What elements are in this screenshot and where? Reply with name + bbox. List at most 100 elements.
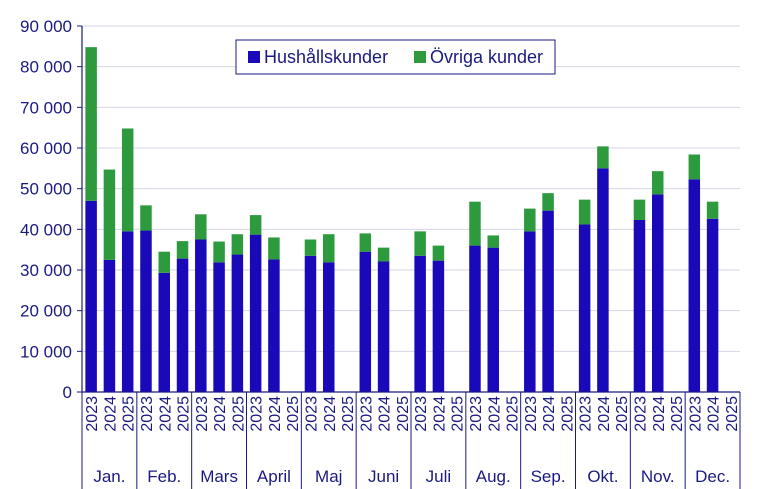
bar-hushallskunder-dec-2023 [688,179,701,392]
x-month-label: Okt. [587,467,618,486]
bar-ovriga-kunder-jan-2024 [103,169,116,260]
bar-hushallskunder-sep-2024 [542,210,554,392]
x-year-label: 2024 [102,396,119,432]
bar-ovriga-kunder-maj-2023 [304,239,317,256]
bar-hushallskunder-okt-2024 [597,168,609,392]
bar-ovriga-kunder-jan-2025 [121,128,134,232]
axes [77,25,741,489]
x-year-label: 2023 [468,396,485,432]
bar-hushallskunder-maj-2024 [323,262,335,392]
bar-ovriga-kunder-april-2024 [268,237,280,260]
x-month-label: Nov. [641,467,675,486]
y-tick-label: 0 [63,383,72,402]
bar-hushallskunder-aug-2023 [469,245,481,392]
x-year-label: 2025 [340,396,357,432]
legend-label-ovriga-kunder: Övriga kunder [430,47,543,67]
x-year-label: 2023 [303,396,320,432]
x-year-label: 2023 [249,396,266,432]
x-month-label: April [257,467,291,486]
x-year-label: 2023 [194,396,211,432]
x-year-label: 2023 [358,396,375,432]
x-month-label: Juni [368,467,399,486]
bar-ovriga-kunder-okt-2023 [578,199,591,225]
x-month-label: Sep. [531,467,566,486]
x-year-label: 2024 [212,396,229,432]
bar-ovriga-kunder-juni-2024 [377,247,390,262]
bar-ovriga-kunder-mars-2024 [213,241,225,263]
bar-ovriga-kunder-dec-2024 [706,201,719,219]
x-month-label: Maj [315,467,342,486]
bar-ovriga-kunder-juli-2024 [432,245,445,261]
y-tick-label: 50 000 [20,180,72,199]
x-year-label: 2025 [176,396,193,432]
x-year-label: 2023 [84,396,101,432]
x-year-label: 2024 [541,396,558,432]
x-month-label: Feb. [147,467,181,486]
bar-ovriga-kunder-feb-2023 [140,205,152,231]
y-tick-label: 40 000 [20,220,72,239]
x-year-label: 2025 [285,396,302,432]
x-year-label: 2025 [395,396,412,432]
x-year-label: 2025 [450,396,467,432]
x-year-label: 2024 [377,396,394,432]
bar-ovriga-kunder-mars-2025 [231,234,244,255]
x-year-label: 2024 [486,396,503,432]
bar-ovriga-kunder-dec-2023 [688,154,701,180]
bar-ovriga-kunder-juni-2023 [359,233,372,252]
bar-ovriga-kunder-nov-2023 [633,199,646,220]
bar-hushallskunder-aug-2024 [487,247,499,392]
bar-ovriga-kunder-juli-2023 [414,231,426,256]
x-month-label: Aug. [476,467,511,486]
x-year-label: 2025 [724,396,741,432]
x-month-label: Dec. [695,467,730,486]
x-year-label: 2023 [632,396,649,432]
bar-hushallskunder-nov-2024 [652,194,664,392]
bar-ovriga-kunder-jan-2023 [85,47,97,201]
x-year-label: 2023 [687,396,704,432]
x-year-label: 2024 [322,396,339,432]
bar-ovriga-kunder-feb-2024 [158,251,170,273]
bar-ovriga-kunder-aug-2024 [487,235,499,248]
y-tick-label: 70 000 [20,98,72,117]
bar-hushallskunder-okt-2023 [578,224,591,392]
y-tick-label: 10 000 [20,342,72,361]
x-year-label: 2023 [413,396,430,432]
bar-ovriga-kunder-april-2023 [249,215,262,235]
x-year-label: 2025 [559,396,576,432]
bar-hushallskunder-juni-2024 [377,261,390,392]
y-tick-label: 30 000 [20,261,72,280]
bars [85,47,719,392]
bar-ovriga-kunder-maj-2024 [323,234,335,263]
x-month-label: Mars [200,467,238,486]
bar-ovriga-kunder-feb-2025 [176,241,189,259]
x-year-label: 2025 [614,396,631,432]
bar-hushallskunder-jan-2023 [85,200,97,392]
bar-hushallskunder-feb-2024 [158,272,170,392]
x-year-label: 2023 [523,396,540,432]
bar-ovriga-kunder-nov-2024 [652,171,664,195]
legend-swatch-hushallskunder [248,51,260,63]
legend-label-hushallskunder: Hushållskunder [264,47,388,67]
bar-hushallskunder-jan-2025 [121,231,134,392]
x-year-label: 2023 [139,396,156,432]
y-tick-label: 90 000 [20,17,72,36]
x-year-label: 2024 [267,396,284,432]
bar-hushallskunder-dec-2024 [706,218,719,392]
x-year-label: 2025 [121,396,138,432]
x-month-label: Jan. [93,467,125,486]
x-year-label: 2024 [431,396,448,432]
bar-ovriga-kunder-mars-2023 [195,214,207,240]
x-year-label: 2024 [706,396,723,432]
x-year-label: 2023 [578,396,595,432]
bar-hushallskunder-mars-2025 [231,254,244,392]
bar-hushallskunder-feb-2023 [140,230,152,392]
bar-hushallskunder-juli-2023 [414,255,426,392]
x-year-label: 2024 [596,396,613,432]
bar-ovriga-kunder-sep-2024 [542,193,554,211]
x-year-label: 2025 [669,396,686,432]
legend-swatch-ovriga-kunder [414,51,426,63]
gridlines [82,25,740,352]
bar-hushallskunder-juni-2023 [359,251,372,392]
